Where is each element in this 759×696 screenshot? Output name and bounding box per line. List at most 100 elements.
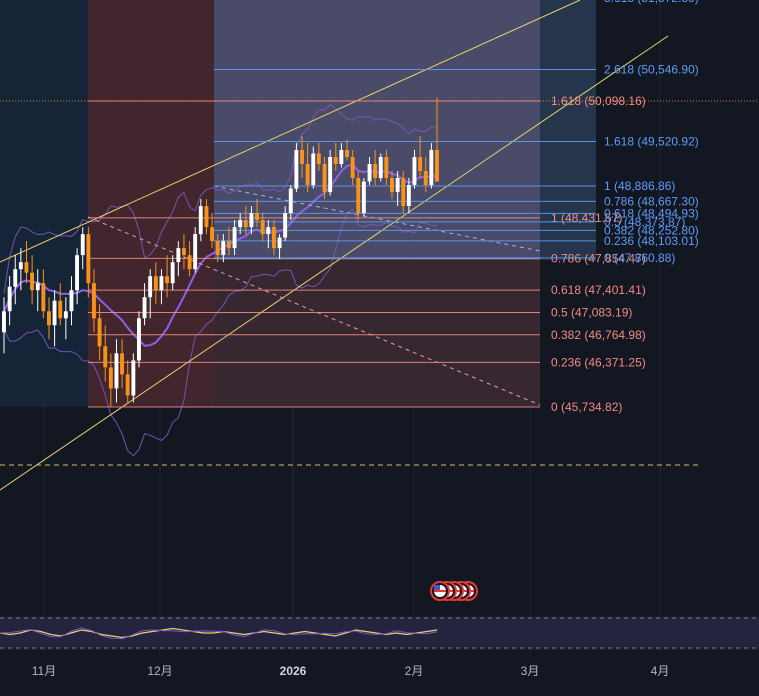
candles <box>2 97 439 407</box>
candle-body <box>75 255 79 291</box>
candle-body <box>92 283 96 319</box>
time-axis-tick-label: 3月 <box>521 664 540 678</box>
candle-body <box>35 283 40 291</box>
candle-body <box>232 227 237 249</box>
candle-body <box>429 150 434 186</box>
candle-body <box>373 164 378 178</box>
candle-body <box>406 185 411 206</box>
rsi-pane <box>0 616 759 650</box>
candle-body <box>260 220 265 235</box>
candle-body <box>316 153 321 164</box>
fib-upper-level-label: 0.382 (48,252.80) <box>604 223 699 237</box>
candle-body <box>80 234 85 256</box>
zone-upper-extension <box>540 0 596 260</box>
bollinger-lower <box>3 208 438 457</box>
candle-body <box>193 234 198 270</box>
candle-body <box>435 150 439 182</box>
candle-body <box>339 150 344 164</box>
candle-body <box>86 234 91 284</box>
fib-lower-trendline <box>87 216 541 406</box>
candle-body <box>227 241 231 249</box>
candle-body <box>238 220 243 228</box>
candle-body <box>148 276 153 298</box>
fib-lower-level-label: 0.5 (47,083.19) <box>551 305 632 319</box>
bollinger-mid <box>3 163 438 347</box>
candle-body <box>401 178 406 207</box>
fib-lower-level-label: 0.786 (47,854.47) <box>551 251 646 265</box>
fib-upper-level-label: 0.236 (48,103.01) <box>604 234 699 248</box>
fib-lower-level-label: 0.382 (46,764.98) <box>551 328 646 342</box>
candle-body <box>345 150 349 157</box>
candle-body <box>137 318 141 361</box>
candle-body <box>24 262 29 273</box>
candle-body <box>221 241 226 256</box>
fib-upper-level-label: 2.618 (50,546.90) <box>604 63 699 77</box>
candle-body <box>350 157 355 178</box>
zone-left-blue <box>0 0 88 407</box>
fib-upper-level-label: 0.5 (48,373.87) <box>604 215 685 229</box>
candle-body <box>412 157 417 186</box>
fib-levels: 1.618 (50,098.16) 1 (48,431.57) 0.786 (47,… <box>88 0 699 414</box>
time-axis: 11月 12月 2026 2月 3月 4月 <box>0 655 759 691</box>
time-axis-tick-label: 11月 <box>32 664 56 678</box>
time-axis-tick-label: 12月 <box>147 664 172 678</box>
candle-body <box>423 171 428 185</box>
channel-lower-line <box>0 35 669 491</box>
candle-body <box>176 248 181 263</box>
candle-body <box>395 178 400 192</box>
candle-body <box>215 241 220 256</box>
candle-body <box>283 213 288 238</box>
fib-upper-top-label: 3.618 (51,572.89) <box>604 0 699 5</box>
candle-body <box>142 297 147 319</box>
candle-body <box>266 227 271 235</box>
fib-zones <box>0 0 596 407</box>
candle-body <box>182 248 186 256</box>
candle-body <box>108 367 113 389</box>
fib-upper-level-label: 1.618 (49,520.92) <box>604 134 699 148</box>
candle-body <box>58 300 63 319</box>
candle-body <box>41 283 46 312</box>
candle-body <box>153 276 158 291</box>
fib-lower-level-label: 1 (48,431.57) <box>551 211 622 225</box>
candle-body <box>210 227 214 242</box>
rsi-signal-line <box>0 627 438 640</box>
candle-body <box>300 150 304 164</box>
fib-upper-level-label: 1 (48,886.86) <box>604 179 675 193</box>
bollinger-upper <box>3 103 438 294</box>
candle-body <box>187 255 192 270</box>
zone-upper-fib-lower <box>214 260 540 407</box>
candle-body <box>333 157 338 164</box>
candle-body <box>255 213 259 221</box>
candle-body <box>322 164 327 193</box>
time-axis-tick-label: 2月 <box>405 664 424 678</box>
candle-body <box>198 206 203 235</box>
candle-body <box>288 188 293 213</box>
candle-body <box>7 286 12 312</box>
candle-body <box>47 311 51 326</box>
event-markers[interactable] <box>430 581 478 601</box>
candle-body <box>103 346 108 368</box>
candle-body <box>294 150 299 189</box>
candle-body <box>243 220 248 228</box>
candle-body <box>418 157 423 171</box>
fib-lower-level-label: 0.236 (46,371.25) <box>551 355 646 369</box>
flag-canton <box>434 585 440 590</box>
fib-lower-level-label: 0 (45,734.82) <box>551 400 622 414</box>
zone-lower-fib <box>88 0 214 407</box>
candle-body <box>311 153 316 186</box>
fib-upper-level-label: 0.786 (48,667.30) <box>604 194 699 208</box>
candle-body <box>305 164 310 185</box>
candle-body <box>272 227 276 249</box>
fib-upper-level-label: 0 (47,860.88) <box>604 251 675 265</box>
candle-body <box>249 213 254 228</box>
rsi-line <box>0 627 438 639</box>
bollinger-bands <box>3 103 438 457</box>
candle-body <box>18 262 23 270</box>
candle-body <box>30 272 34 291</box>
event-marker-us-flag-icon[interactable] <box>430 581 450 601</box>
candle-body <box>2 311 6 333</box>
candle-body <box>367 164 372 182</box>
candle-body <box>69 290 74 312</box>
